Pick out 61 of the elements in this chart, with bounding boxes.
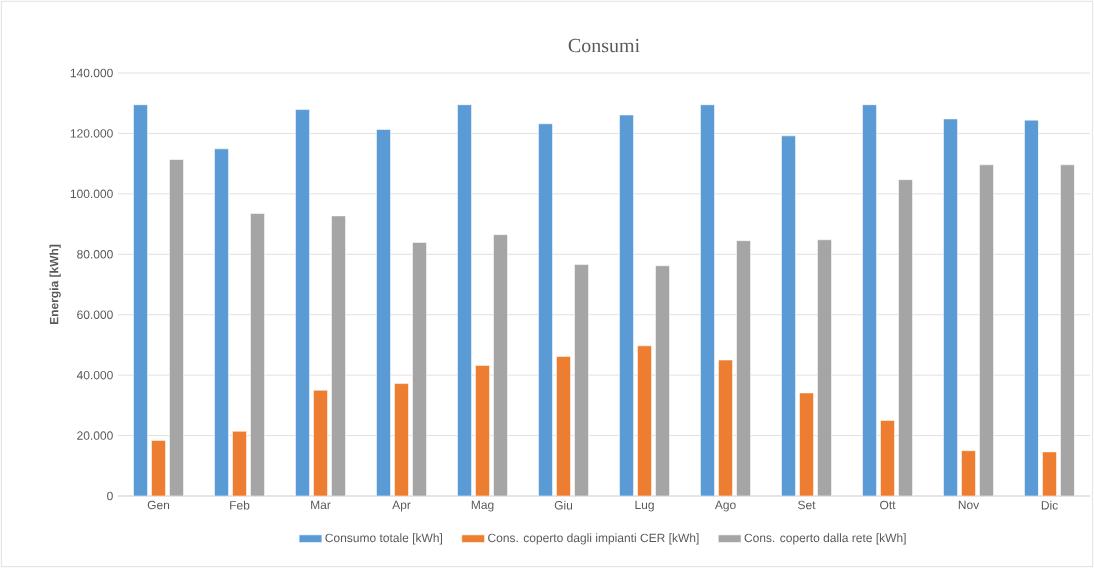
bar	[898, 179, 913, 496]
y-tick-label: 0	[107, 491, 113, 501]
bar	[979, 164, 994, 496]
y-tick-label: 100.000	[70, 189, 113, 199]
y-tick-label: 60.000	[77, 310, 113, 319]
bar	[250, 213, 265, 496]
bar	[295, 109, 310, 496]
bar	[313, 389, 328, 496]
bar	[394, 383, 409, 496]
bar	[1024, 119, 1039, 496]
x-tick-label: Apr	[392, 500, 411, 512]
bar	[169, 159, 184, 496]
bar	[412, 242, 427, 496]
y-tick-label: 40.000	[76, 370, 113, 380]
bar	[736, 240, 751, 496]
bar	[493, 234, 508, 496]
x-tick-label: Lug	[635, 500, 654, 512]
bar	[619, 114, 634, 496]
x-tick-label: Feb	[230, 500, 250, 510]
bar	[331, 215, 346, 496]
y-tick-label: 120.000	[70, 129, 113, 138]
chart-title: Consumi	[568, 38, 640, 53]
bar	[961, 450, 976, 496]
legend-label: Consumo totale [kWh]	[325, 533, 442, 545]
bar	[232, 431, 247, 496]
bar	[376, 129, 391, 496]
y-axis-title: Energia [kWh]	[49, 244, 61, 325]
bar	[781, 135, 796, 496]
y-tick-label: 20.000	[77, 431, 113, 440]
y-tick-label: 80.000	[77, 250, 113, 259]
bar	[133, 104, 148, 496]
bar	[943, 118, 958, 496]
bar	[556, 356, 571, 496]
bar	[862, 104, 877, 496]
x-tick-label: Mag	[471, 500, 494, 512]
bar	[457, 104, 472, 496]
bar	[799, 392, 814, 496]
x-tick-label: Gen	[147, 500, 170, 510]
bar	[151, 440, 166, 496]
bar	[214, 148, 229, 496]
x-tick-label: Ott	[880, 500, 896, 510]
bar	[655, 265, 670, 496]
x-tick-label: Mar	[311, 500, 331, 510]
bar	[1060, 164, 1075, 496]
x-tick-label: Dic	[1041, 500, 1058, 510]
x-tick-label: Nov	[958, 500, 980, 510]
bar	[475, 365, 490, 496]
y-tick-label: 140.000	[70, 68, 113, 78]
bar	[538, 123, 553, 496]
bar	[880, 420, 895, 496]
bar	[637, 345, 652, 496]
bar	[700, 104, 715, 496]
legend-label: Cons. coperto dagli impianti CER [kWh]	[488, 533, 699, 545]
bar	[718, 359, 733, 496]
x-tick-label: Giu	[554, 500, 573, 510]
bar	[817, 239, 832, 496]
bar	[1042, 451, 1057, 496]
x-tick-label: Ago	[714, 500, 736, 512]
x-tick-label: Set	[798, 500, 816, 510]
bar	[574, 264, 589, 496]
legend-label: Cons. coperto dalla rete [kWh]	[744, 533, 906, 545]
